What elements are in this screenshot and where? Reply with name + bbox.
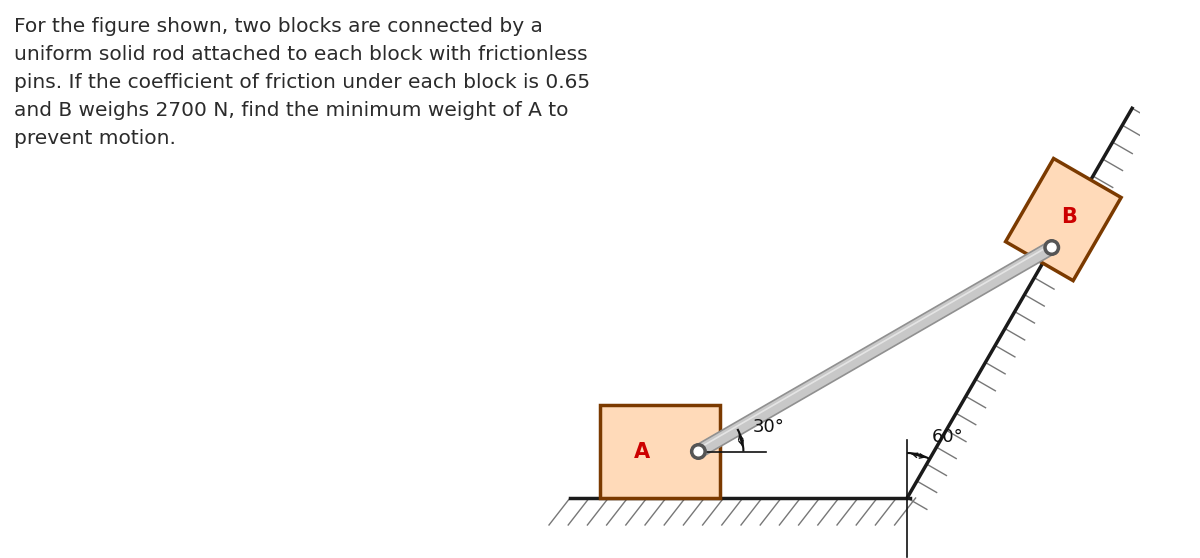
Circle shape (691, 444, 706, 459)
Circle shape (694, 447, 703, 456)
Text: 30°: 30° (752, 418, 785, 436)
Circle shape (1048, 243, 1056, 252)
Polygon shape (1006, 158, 1121, 281)
Bar (600, 405, 720, 498)
Polygon shape (695, 242, 1055, 457)
Text: For the figure shown, two blocks are connected by a
uniform solid rod attached t: For the figure shown, two blocks are con… (14, 17, 590, 148)
Text: 60°: 60° (932, 428, 964, 446)
Text: B: B (1062, 206, 1078, 227)
Text: A: A (634, 441, 650, 461)
Circle shape (1044, 240, 1060, 256)
